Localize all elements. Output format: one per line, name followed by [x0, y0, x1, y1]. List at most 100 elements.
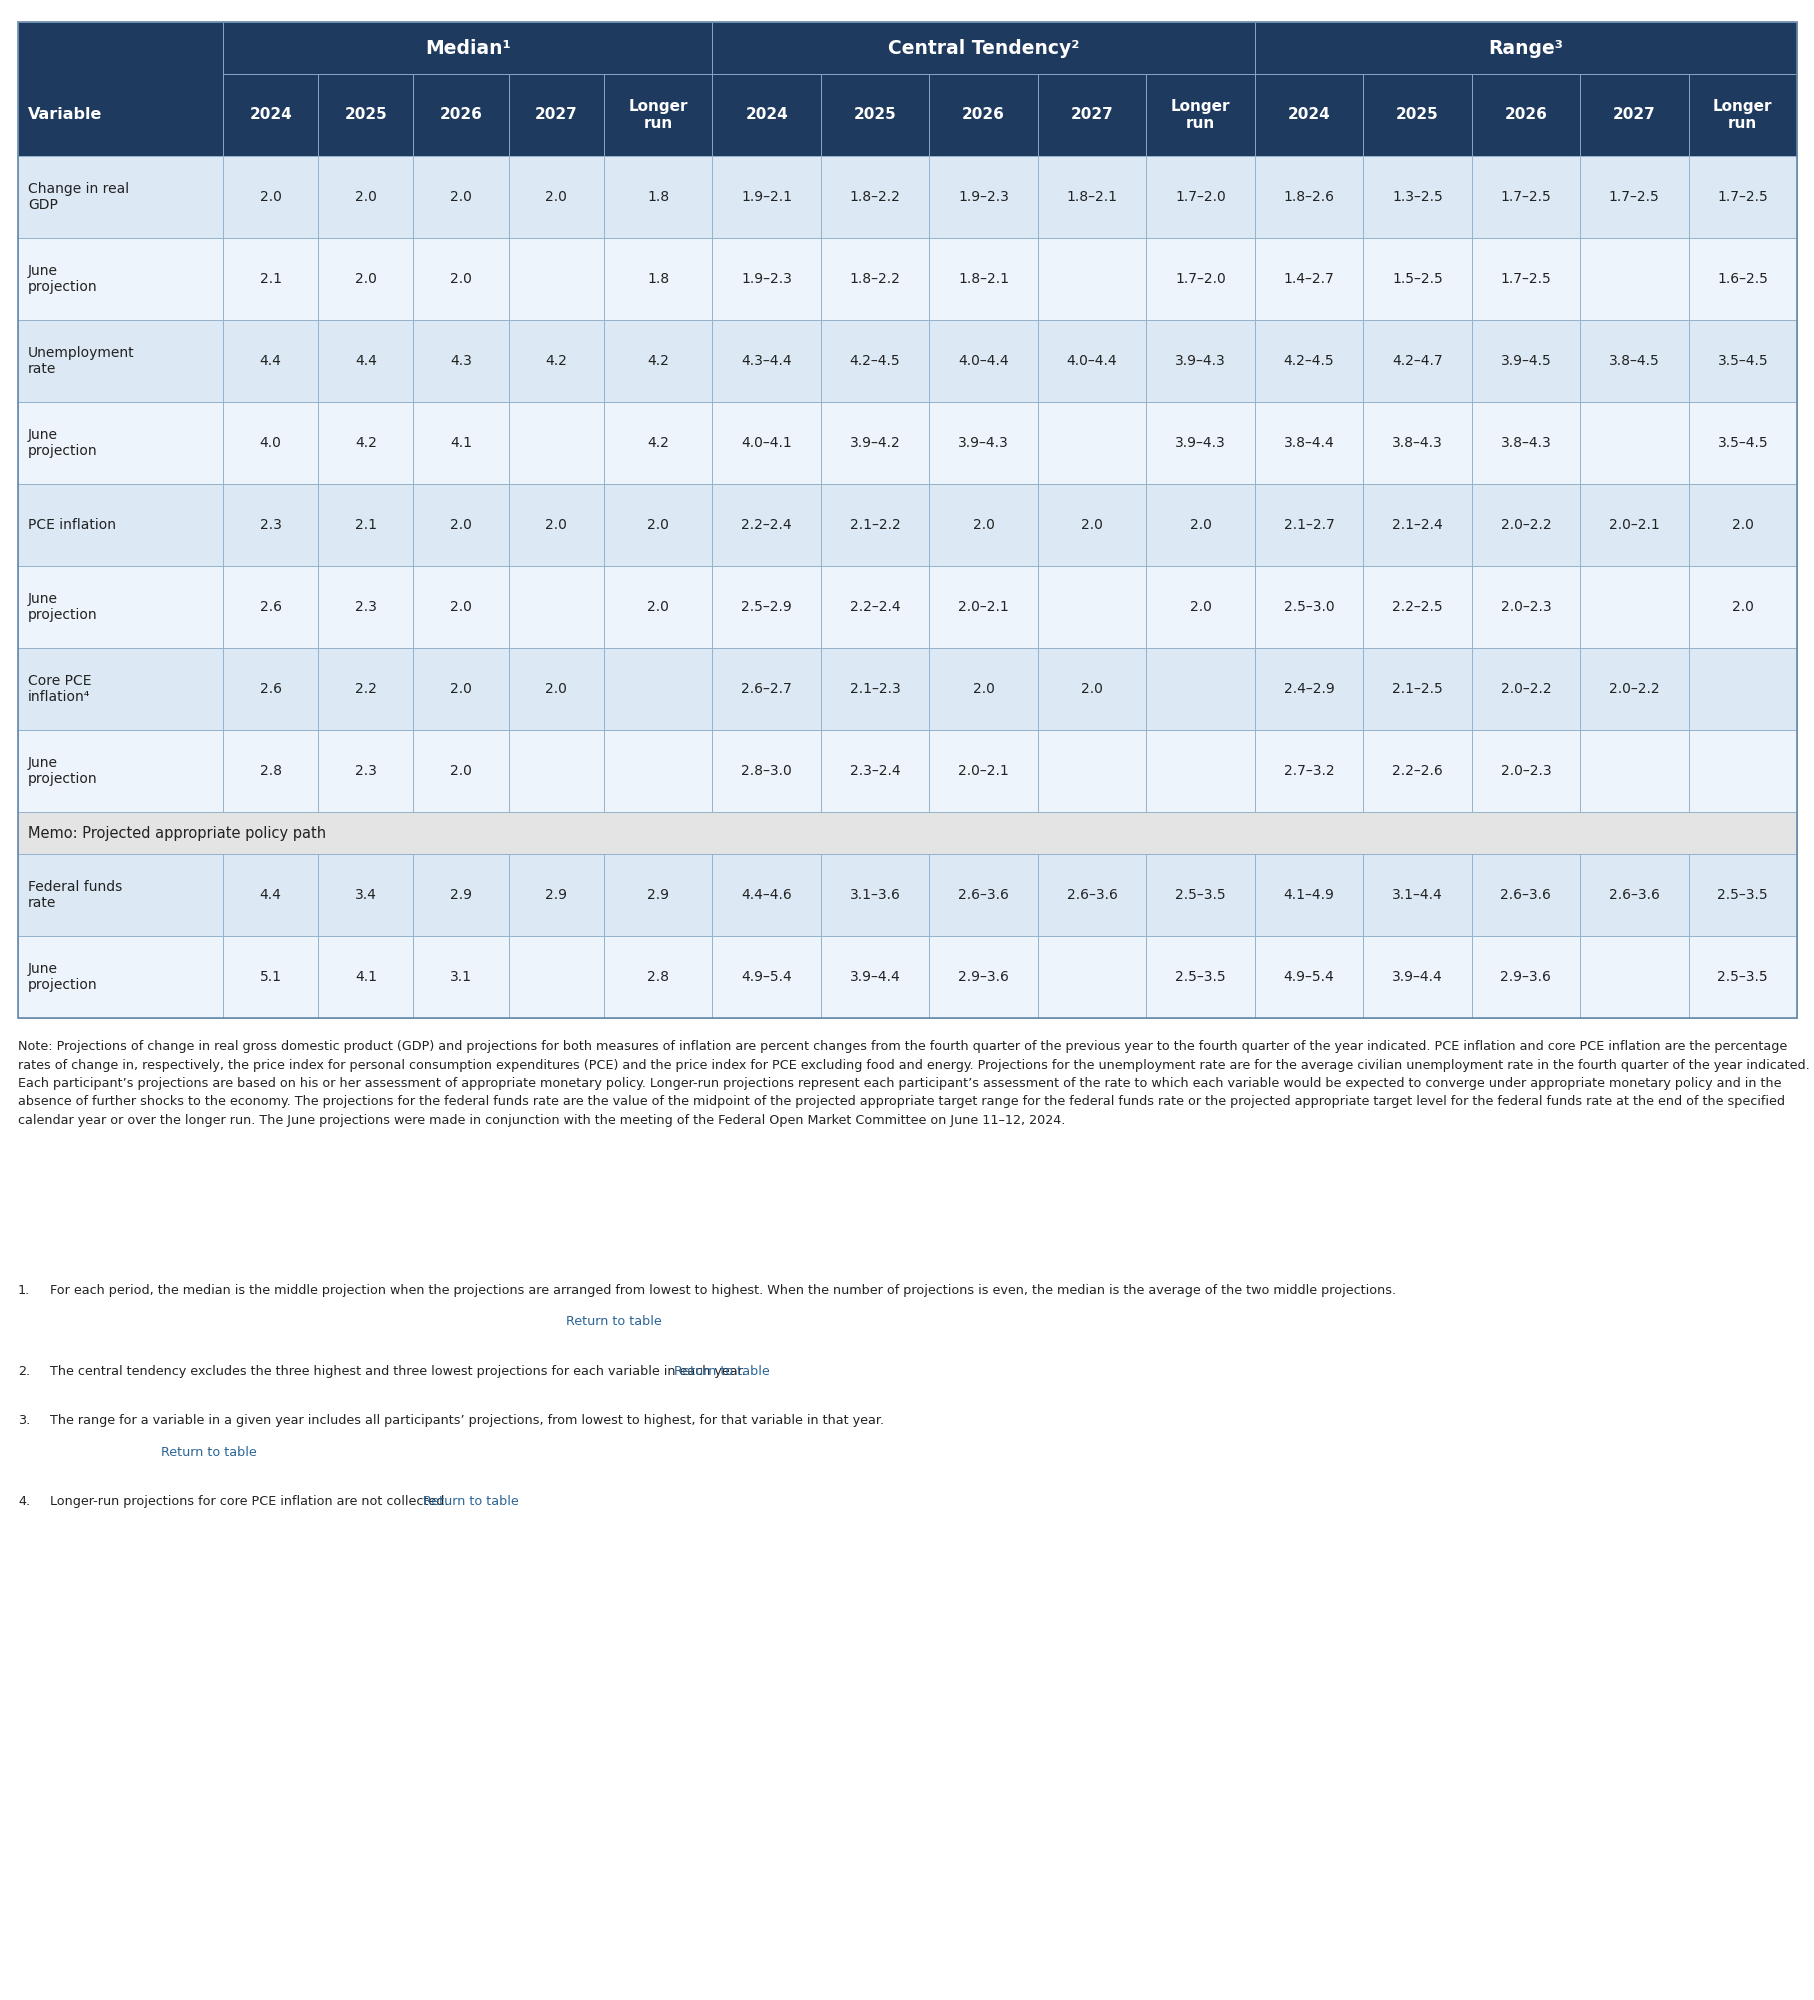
Text: 2.0: 2.0 — [972, 682, 994, 696]
Bar — [820, 936, 929, 1018]
Bar — [929, 238, 1038, 320]
Bar — [929, 156, 1038, 238]
Text: 4.3–4.4: 4.3–4.4 — [740, 354, 791, 368]
Text: 4.0–4.4: 4.0–4.4 — [1067, 354, 1117, 368]
Text: 2026: 2026 — [439, 108, 483, 122]
Text: 2.0: 2.0 — [450, 682, 472, 696]
Bar — [223, 936, 317, 1018]
Bar — [223, 402, 317, 484]
Bar — [1471, 566, 1580, 648]
Text: Return to table: Return to table — [423, 1496, 519, 1508]
Text: 2.0–2.1: 2.0–2.1 — [958, 600, 1009, 614]
Bar — [929, 402, 1038, 484]
Text: 2.3–2.4: 2.3–2.4 — [849, 764, 900, 778]
Text: For each period, the median is the middle projection when the projections are ar: For each period, the median is the middl… — [51, 1284, 1395, 1296]
Bar — [1580, 936, 1687, 1018]
Text: 2.5–2.9: 2.5–2.9 — [740, 600, 791, 614]
Bar — [713, 320, 820, 402]
Text: 2.9: 2.9 — [648, 888, 669, 902]
Text: Change in real
GDP: Change in real GDP — [27, 182, 129, 212]
Text: 2.0–2.2: 2.0–2.2 — [1500, 682, 1551, 696]
Bar — [1687, 730, 1796, 812]
Text: 2.0: 2.0 — [972, 518, 994, 532]
Bar — [1362, 648, 1471, 730]
Text: June
projection: June projection — [27, 756, 98, 786]
Bar — [18, 156, 223, 238]
Text: 2.6: 2.6 — [259, 682, 281, 696]
Text: 4.: 4. — [18, 1496, 31, 1508]
Bar — [1253, 320, 1362, 402]
Bar — [1146, 320, 1253, 402]
Text: 1.7–2.5: 1.7–2.5 — [1607, 190, 1658, 204]
Bar — [1253, 936, 1362, 1018]
Text: 3.1: 3.1 — [450, 970, 472, 984]
Text: 2.3: 2.3 — [356, 764, 377, 778]
Text: 4.2: 4.2 — [648, 436, 669, 450]
Text: 4.1–4.9: 4.1–4.9 — [1282, 888, 1333, 902]
Text: 2.1: 2.1 — [259, 272, 281, 286]
Text: 2027: 2027 — [535, 108, 577, 122]
Bar — [820, 648, 929, 730]
Text: 3.9–4.2: 3.9–4.2 — [849, 436, 900, 450]
Text: June
projection: June projection — [27, 592, 98, 622]
Bar — [223, 320, 317, 402]
Bar — [317, 238, 414, 320]
Text: 3.8–4.3: 3.8–4.3 — [1500, 436, 1551, 450]
Text: Return to table: Return to table — [566, 1316, 660, 1328]
Text: 2.5–3.5: 2.5–3.5 — [1174, 888, 1224, 902]
Bar — [929, 74, 1038, 156]
Text: 2.0: 2.0 — [544, 518, 568, 532]
Bar — [1253, 648, 1362, 730]
Text: 5.1: 5.1 — [259, 970, 281, 984]
Bar — [223, 854, 317, 936]
Text: 2.8: 2.8 — [259, 764, 281, 778]
Bar — [1687, 402, 1796, 484]
Text: 2026: 2026 — [961, 108, 1005, 122]
Text: 2024: 2024 — [1286, 108, 1330, 122]
Text: 2.0: 2.0 — [450, 518, 472, 532]
Bar — [604, 648, 713, 730]
Text: 2024: 2024 — [746, 108, 787, 122]
Text: 4.2: 4.2 — [356, 436, 377, 450]
Text: Variable: Variable — [27, 108, 102, 122]
Text: Longer
run: Longer run — [1170, 98, 1230, 132]
Text: 3.9–4.3: 3.9–4.3 — [1174, 436, 1224, 450]
Text: 1.8–2.2: 1.8–2.2 — [849, 190, 900, 204]
Bar — [929, 648, 1038, 730]
Bar — [414, 648, 508, 730]
Bar — [317, 74, 414, 156]
Bar — [1362, 238, 1471, 320]
Bar — [820, 402, 929, 484]
Text: 2.0: 2.0 — [259, 190, 281, 204]
Text: 1.7–2.0: 1.7–2.0 — [1174, 272, 1224, 286]
Text: 2.6–3.6: 2.6–3.6 — [1500, 888, 1551, 902]
Bar — [414, 156, 508, 238]
Text: Return to table: Return to table — [673, 1364, 769, 1378]
Bar — [1687, 648, 1796, 730]
Text: 3.8–4.3: 3.8–4.3 — [1391, 436, 1442, 450]
Bar — [18, 936, 223, 1018]
Text: 4.2–4.5: 4.2–4.5 — [849, 354, 900, 368]
Text: 4.2: 4.2 — [648, 354, 669, 368]
Bar — [1687, 156, 1796, 238]
Bar — [604, 74, 713, 156]
Bar — [1253, 730, 1362, 812]
Bar — [820, 156, 929, 238]
Bar — [1687, 854, 1796, 936]
Text: 2.0–2.1: 2.0–2.1 — [1607, 518, 1658, 532]
Text: Note: Projections of change in real gross domestic product (GDP) and projections: Note: Projections of change in real gros… — [18, 1040, 1809, 1126]
Bar — [1580, 484, 1687, 566]
Bar — [1687, 566, 1796, 648]
Bar — [713, 566, 820, 648]
Bar — [713, 936, 820, 1018]
Text: 2.0–2.1: 2.0–2.1 — [958, 764, 1009, 778]
Bar — [1253, 484, 1362, 566]
Text: 2.0: 2.0 — [1188, 518, 1210, 532]
Text: 2.2: 2.2 — [356, 682, 377, 696]
Bar — [820, 484, 929, 566]
Bar — [1471, 402, 1580, 484]
Bar — [317, 402, 414, 484]
Text: Longer
run: Longer run — [1712, 98, 1772, 132]
Bar — [1580, 402, 1687, 484]
Text: 2.0–2.3: 2.0–2.3 — [1500, 600, 1551, 614]
